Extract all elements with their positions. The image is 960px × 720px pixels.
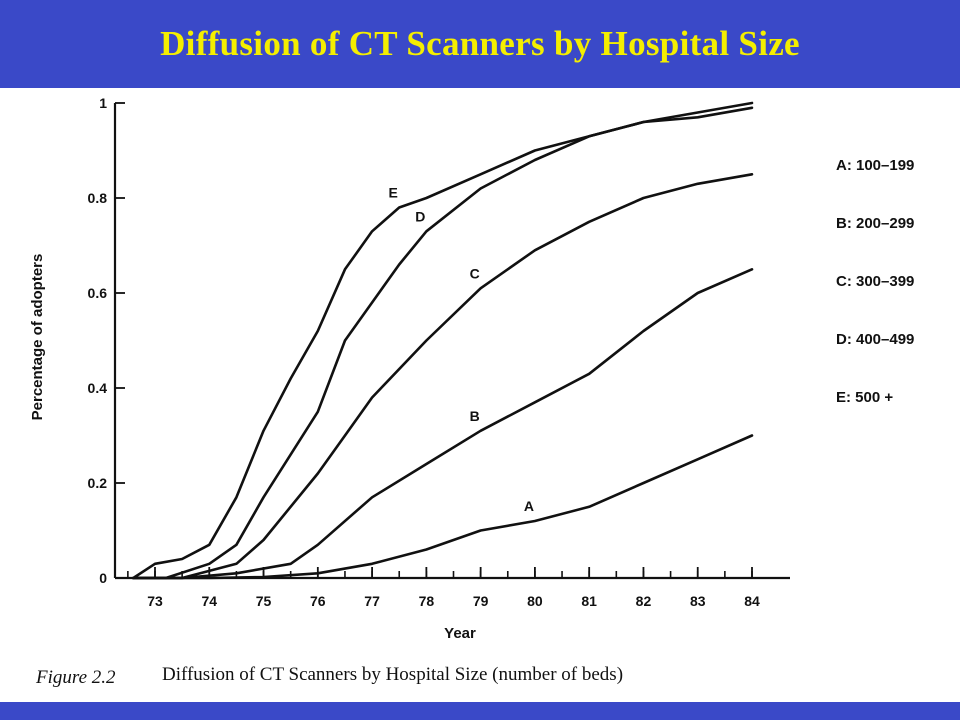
legend-entry: B: 200–299 <box>836 215 914 232</box>
y-axis-title: Percentage of adopters <box>29 254 46 421</box>
y-tick-label: 0.2 <box>88 475 108 491</box>
series-line-b <box>132 268 754 580</box>
x-tick-label: 82 <box>636 593 652 609</box>
legend-entry: C: 300–399 <box>836 273 914 290</box>
figure-label: Figure 2.2 <box>35 667 116 688</box>
x-axis-title: Year <box>444 625 476 642</box>
chart-axes <box>113 103 790 580</box>
y-tick-label: 0.4 <box>88 380 108 396</box>
series-label-a: A <box>524 498 534 514</box>
footer-bar <box>0 702 960 720</box>
y-tick-label: 0.8 <box>88 190 108 206</box>
x-tick-label: 80 <box>527 593 543 609</box>
legend-entry: E: 500 + <box>836 389 893 406</box>
x-tick-label: 77 <box>364 593 380 609</box>
line-chart: 73 74 75 76 77 78 79 80 81 82 83 84 0 0.2 0.4 0.6 0.8 1 A… <box>29 95 914 688</box>
series-line-e <box>132 101 754 580</box>
x-tick-label: 83 <box>690 593 706 609</box>
series-label-d: D <box>415 208 425 224</box>
x-tick-label: 84 <box>744 593 760 609</box>
legend-entry: D: 400–499 <box>836 331 914 348</box>
title-banner: Diffusion of CT Scanners by Hospital Siz… <box>0 0 960 88</box>
x-tick-label: 75 <box>256 593 272 609</box>
x-tick-label: 79 <box>473 593 489 609</box>
x-tick-label: 76 <box>310 593 326 609</box>
legend-entry: A: 100–199 <box>836 157 914 174</box>
figure-caption: Diffusion of CT Scanners by Hospital Siz… <box>162 664 623 685</box>
series-label-e: E <box>389 185 398 201</box>
y-tick-label: 0.6 <box>88 285 108 301</box>
chart-legend: A: 100–199 B: 200–299 C: 300–399 D: 400–499… <box>836 157 914 406</box>
x-tick-label: 78 <box>419 593 435 609</box>
x-tick-label: 74 <box>201 593 217 609</box>
y-tick-label: 1 <box>99 95 107 111</box>
series-line-c <box>132 173 754 580</box>
slide-title: Diffusion of CT Scanners by Hospital Siz… <box>160 24 800 63</box>
series-labels: A B C D E <box>389 185 534 515</box>
series-label-c: C <box>470 265 480 281</box>
x-tick-label: 81 <box>581 593 597 609</box>
chart-ticks: 73 74 75 76 77 78 79 80 81 82 83 84 0 0.2 0.4 0.6 0.8 1 <box>88 95 760 609</box>
y-tick-label: 0 <box>99 570 107 586</box>
series-label-b: B <box>470 408 480 424</box>
chart-series <box>132 101 754 580</box>
series-line-d <box>132 106 754 580</box>
x-tick-label: 73 <box>147 593 163 609</box>
series-line-a <box>132 434 754 580</box>
